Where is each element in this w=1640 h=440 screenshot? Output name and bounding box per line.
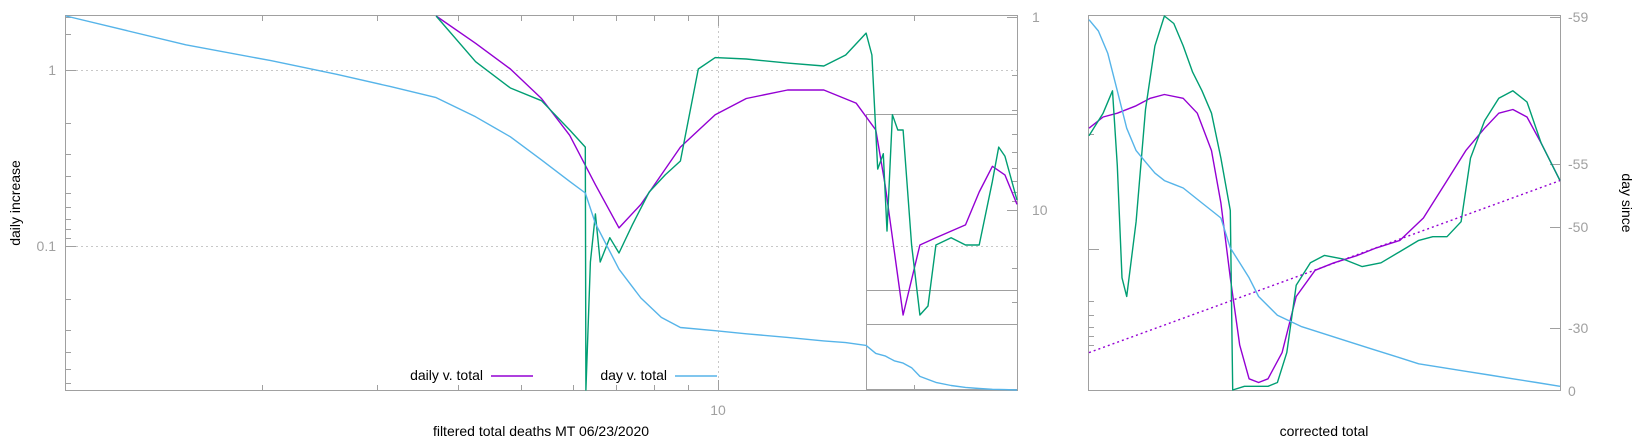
- right-series-group: [1088, 15, 1561, 391]
- right-y2-tick-label: -30: [1568, 320, 1588, 336]
- right-panel: -59 -55 -50 -30 0 corrected total day si…: [1088, 9, 1635, 439]
- right-y-axis-title: day since: [1619, 173, 1635, 232]
- right-plot-frame: [1088, 15, 1561, 391]
- right-y2-tick-label: -59: [1568, 9, 1588, 25]
- left-panel: 1 0.1 10 1 10 daily increase filtered to…: [7, 9, 1048, 439]
- left-series-group: [65, 15, 1018, 391]
- right-series-line-3: [1088, 179, 1561, 354]
- legend: daily v. total day v. total: [410, 367, 717, 383]
- right-series-line-1: [1088, 15, 1561, 391]
- right-y2-tick-label: -50: [1568, 219, 1588, 235]
- y-tick-label: 0.1: [37, 238, 57, 254]
- right-y2-tick-label: -55: [1568, 156, 1588, 172]
- left-series-line-2: [65, 15, 1018, 391]
- y2-tick-label: 10: [1032, 202, 1048, 218]
- right-series-line-0: [1088, 93, 1561, 384]
- left-series-line-0: [435, 15, 1018, 316]
- y-tick-label: 1: [48, 62, 56, 78]
- left-plot-frame: [65, 15, 1018, 391]
- left-series-line-1: [435, 15, 1018, 391]
- y-axis-title: daily increase: [7, 160, 23, 246]
- legend-label-day-v-total: day v. total: [600, 367, 667, 383]
- x-tick-label: 10: [710, 402, 726, 418]
- inset-box-outer: [866, 114, 1018, 390]
- legend-label-daily-v-total: daily v. total: [410, 367, 483, 383]
- y2-tick-label: 1: [1032, 9, 1040, 25]
- right-y2-tick-label: 0: [1568, 383, 1576, 399]
- right-x-axis-title: corrected total: [1280, 423, 1369, 439]
- right-series-line-2: [1088, 19, 1561, 387]
- x-axis-title: filtered total deaths MT 06/23/2020: [433, 423, 649, 439]
